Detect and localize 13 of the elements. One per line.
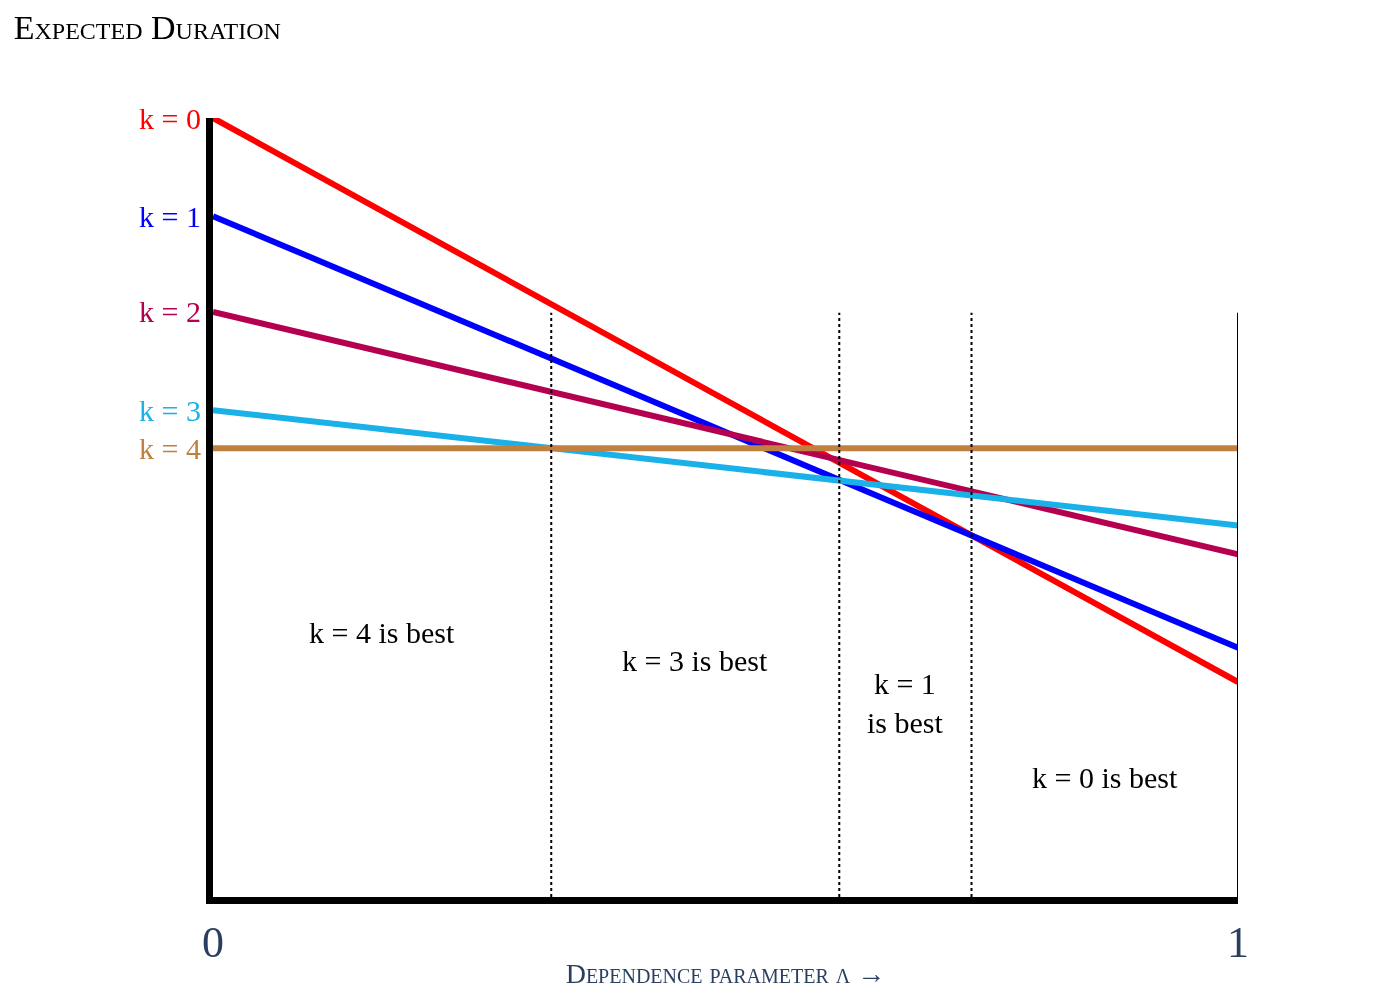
annotation: k = 0 is best: [1032, 761, 1178, 794]
x-axis-title: Dependence parameter λ →: [565, 957, 886, 989]
series-label: k = 1: [139, 200, 201, 233]
annotation: k = 3 is best: [622, 644, 768, 677]
annotation: k = 4 is best: [309, 616, 455, 649]
chart-title: Expected Duration: [13, 8, 281, 46]
series-label: k = 4: [139, 432, 201, 465]
x-tick-label: 1: [1227, 917, 1249, 967]
x-tick-label: 0: [202, 917, 224, 967]
series-label: k = 0: [139, 102, 201, 135]
series-label: k = 3: [139, 394, 201, 427]
annotation: k = 1 is best: [867, 667, 944, 739]
series-label: k = 2: [139, 295, 201, 328]
